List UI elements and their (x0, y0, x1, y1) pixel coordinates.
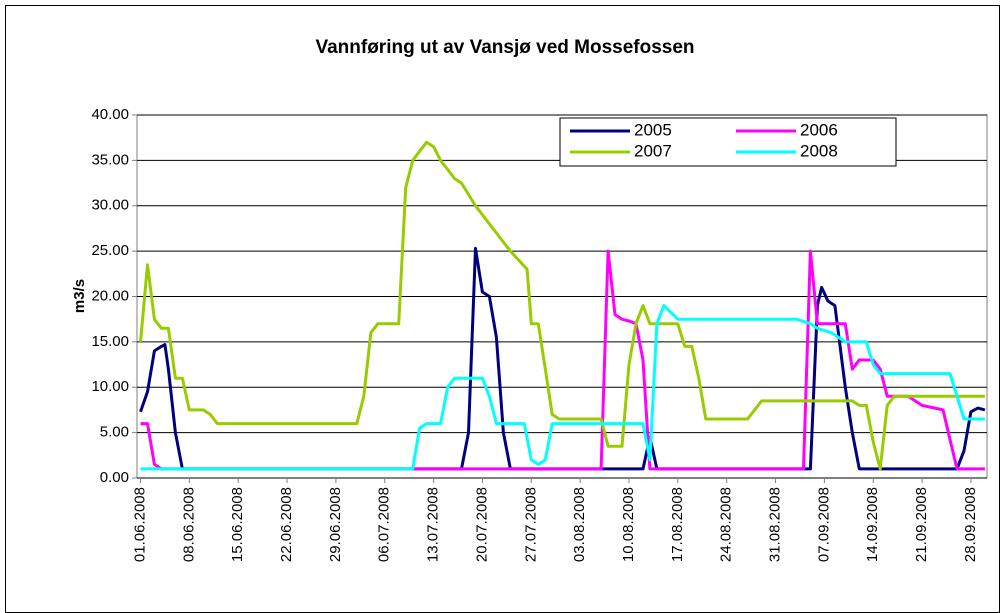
legend-box (559, 117, 897, 167)
x-tick-label: 15.06.2008 (229, 487, 246, 562)
x-tick-label: 10.08.2008 (620, 487, 637, 562)
y-axis-label: m3/s (71, 279, 88, 313)
y-tick-label: 30.00 (91, 197, 129, 214)
series-line (139, 140, 985, 471)
x-tick-label: 01.06.2008 (131, 487, 148, 562)
y-tick-label: 15.00 (91, 333, 129, 350)
y-tick-label: 25.00 (91, 242, 129, 259)
x-tick-label: 13.07.2008 (425, 487, 442, 562)
x-tick-label: 17.08.2008 (669, 487, 686, 562)
y-tick-label: 35.00 (91, 151, 129, 168)
x-tick-label: 21.09.2008 (913, 487, 930, 562)
x-tick-label: 03.08.2008 (571, 487, 588, 562)
legend-label: 2005 (634, 120, 672, 139)
x-tick-label: 28.09.2008 (962, 487, 979, 562)
x-tick-label: 08.06.2008 (180, 487, 197, 562)
series-line (140, 304, 985, 471)
x-tick-label: 06.07.2008 (376, 487, 393, 562)
y-tick-label: 20.00 (91, 287, 129, 304)
y-tick-label: 40.00 (91, 106, 129, 123)
legend-label: 2008 (800, 141, 838, 160)
x-tick-label: 22.06.2008 (278, 487, 295, 562)
x-tick-label: 07.09.2008 (815, 487, 832, 562)
x-tick-label: 29.06.2008 (327, 487, 344, 562)
y-tick-label: 5.00 (100, 424, 129, 441)
x-tick-label: 20.07.2008 (473, 487, 490, 562)
x-tick-label: 14.09.2008 (864, 487, 881, 562)
x-tick-label: 24.08.2008 (718, 487, 735, 562)
y-tick-label: 0.00 (100, 469, 129, 486)
chart-title: Vannføring ut av Vansjø ved Mossefossen (315, 37, 694, 58)
x-tick-label: 27.07.2008 (522, 487, 539, 562)
x-tick-label: 31.08.2008 (767, 487, 784, 562)
legend-label: 2007 (634, 141, 672, 160)
legend-label: 2006 (800, 120, 838, 139)
y-tick-label: 10.00 (91, 378, 129, 395)
